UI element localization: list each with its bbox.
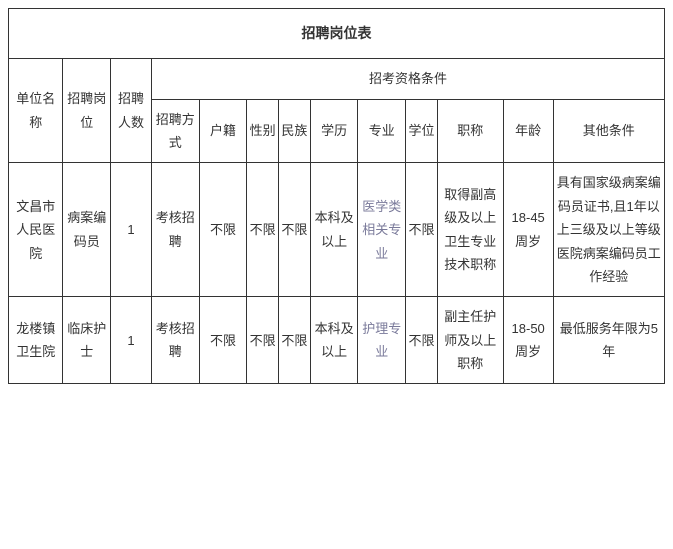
cell-method: 考核招聘 <box>151 163 199 297</box>
cell-degree: 不限 <box>406 297 438 384</box>
header-ethnic: 民族 <box>279 99 311 163</box>
cell-method: 考核招聘 <box>151 297 199 384</box>
cell-age: 18-45周岁 <box>503 163 553 297</box>
header-gender: 性别 <box>247 99 279 163</box>
table-title: 招聘岗位表 <box>9 9 665 59</box>
cell-age: 18-50周岁 <box>503 297 553 384</box>
cell-degree: 不限 <box>406 163 438 297</box>
cell-position: 临床护士 <box>63 297 111 384</box>
cell-hukou: 不限 <box>199 297 247 384</box>
header-age: 年龄 <box>503 99 553 163</box>
header-qualification-group: 招考资格条件 <box>151 59 664 99</box>
cell-gender: 不限 <box>247 163 279 297</box>
cell-education: 本科及以上 <box>310 163 358 297</box>
table-row: 文昌市人民医院 病案编码员 1 考核招聘 不限 不限 不限 本科及以上 医学类相… <box>9 163 665 297</box>
header-hukou: 户籍 <box>199 99 247 163</box>
cell-ethnic: 不限 <box>279 163 311 297</box>
header-row-1: 单位名称 招聘岗位 招聘人数 招考资格条件 <box>9 59 665 99</box>
header-other: 其他条件 <box>553 99 664 163</box>
table-row: 龙楼镇卫生院 临床护士 1 考核招聘 不限 不限 不限 本科及以上 护理专业 不… <box>9 297 665 384</box>
cell-other: 具有国家级病案编码员证书,且1年以上三级及以上等级医院病案编码员工作经验 <box>553 163 664 297</box>
cell-number: 1 <box>111 297 152 384</box>
cell-other: 最低服务年限为5年 <box>553 297 664 384</box>
cell-gender: 不限 <box>247 297 279 384</box>
cell-major-link[interactable]: 护理专业 <box>358 297 406 384</box>
cell-unit: 文昌市人民医院 <box>9 163 63 297</box>
cell-title: 取得副高级及以上卫生专业技术职称 <box>437 163 503 297</box>
cell-ethnic: 不限 <box>279 297 311 384</box>
header-position: 招聘岗位 <box>63 59 111 163</box>
header-unit: 单位名称 <box>9 59 63 163</box>
header-number: 招聘人数 <box>111 59 152 163</box>
cell-major-link[interactable]: 医学类相关专业 <box>358 163 406 297</box>
header-title: 职称 <box>437 99 503 163</box>
header-education: 学历 <box>310 99 358 163</box>
recruitment-table: 招聘岗位表 单位名称 招聘岗位 招聘人数 招考资格条件 招聘方式 户籍 性别 民… <box>8 8 665 384</box>
cell-hukou: 不限 <box>199 163 247 297</box>
table-title-row: 招聘岗位表 <box>9 9 665 59</box>
cell-number: 1 <box>111 163 152 297</box>
header-degree: 学位 <box>406 99 438 163</box>
header-method: 招聘方式 <box>151 99 199 163</box>
cell-position: 病案编码员 <box>63 163 111 297</box>
cell-unit: 龙楼镇卫生院 <box>9 297 63 384</box>
cell-education: 本科及以上 <box>310 297 358 384</box>
cell-title: 副主任护师及以上职称 <box>437 297 503 384</box>
header-major: 专业 <box>358 99 406 163</box>
